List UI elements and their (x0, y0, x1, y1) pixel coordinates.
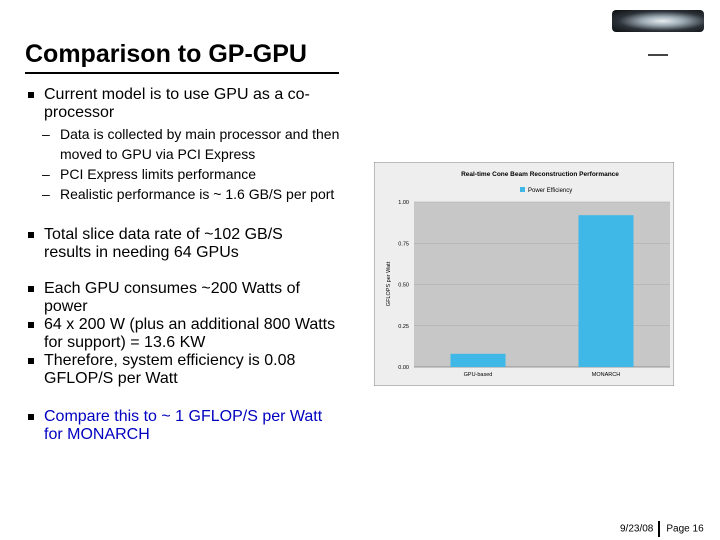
bullet-text: Therefore, system efficiency is 0.08 GFL… (44, 352, 296, 387)
square-bullet-icon (28, 414, 34, 420)
square-bullet-icon (28, 286, 34, 292)
y-tick-label: 0.00 (398, 365, 409, 371)
sub-bullet-item: – PCI Express limits performance (25, 164, 355, 184)
sub-bullet-text: PCI Express limits performance (60, 166, 257, 182)
bullet-item: Compare this to ~ 1 GFLOP/S per Watt for… (25, 408, 334, 444)
sub-bullet-text: Realistic performance is ~ 1.6 GB/S per … (60, 186, 335, 202)
legend-swatch (520, 187, 525, 192)
bar-gpu-based (450, 353, 506, 367)
sub-bullet-item: – Data is collected by main processor an… (25, 124, 355, 164)
chart-title: Real-time Cone Beam Reconstruction Perfo… (461, 171, 619, 178)
dash-bullet-icon: – (42, 126, 50, 142)
x-tick-label: MONARCH (592, 372, 620, 378)
y-tick-label: 0.50 (398, 283, 409, 289)
dash-bullet-icon: – (42, 166, 50, 182)
page-number: Page 16 (666, 523, 704, 535)
bullet-item: Current model is to use GPU as a co-proc… (25, 86, 354, 122)
dash-bullet-icon: – (42, 186, 50, 202)
bullet-list: Current model is to use GPU as a co-proc… (25, 86, 355, 444)
y-axis-label: GFLOPS per Watt (386, 261, 392, 306)
square-bullet-icon (28, 92, 34, 98)
bullet-text: Total slice data rate of ~102 GB/S resul… (44, 226, 283, 261)
bullet-item: Therefore, system efficiency is 0.08 GFL… (25, 352, 344, 388)
sub-bullet-item: – Realistic performance is ~ 1.6 GB/S pe… (25, 184, 355, 204)
bullet-text: Each GPU consumes ~200 Watts of power (44, 280, 300, 315)
sub-bullet-text: Data is collected by main processor and … (60, 126, 340, 162)
footer-date: 9/23/08 (620, 523, 654, 535)
bullet-text: Current model is to use GPU as a co-proc… (44, 86, 310, 121)
bullet-item: Each GPU consumes ~200 Watts of power (25, 280, 344, 316)
footer: 9/23/08 Page 16 (620, 521, 704, 537)
y-tick-label: 0.25 (398, 324, 409, 330)
legend-label: Power Efficiency (528, 188, 572, 194)
square-bullet-icon (28, 232, 34, 238)
efficiency-chart: Real-time Cone Beam Reconstruction Perfo… (374, 162, 674, 386)
bullet-item: Total slice data rate of ~102 GB/S resul… (25, 226, 334, 262)
bar-monarch (578, 215, 634, 367)
square-bullet-icon (28, 322, 34, 328)
page-title: Comparison to GP-GPU (25, 40, 307, 68)
y-tick-label: 0.75 (398, 241, 409, 247)
square-bullet-icon (28, 358, 34, 364)
y-tick-label: 1.00 (398, 200, 409, 206)
logo-mark (648, 54, 668, 56)
bullet-text: 64 x 200 W (plus an additional 800 Watts… (44, 316, 336, 351)
title-underline (25, 72, 339, 74)
logo-image (612, 10, 704, 32)
x-tick-label: GPU-based (464, 372, 493, 378)
bullet-text: Compare this to ~ 1 GFLOP/S per Watt for… (44, 408, 323, 443)
bullet-item: 64 x 200 W (plus an additional 800 Watts… (25, 316, 344, 352)
footer-separator (658, 521, 661, 537)
